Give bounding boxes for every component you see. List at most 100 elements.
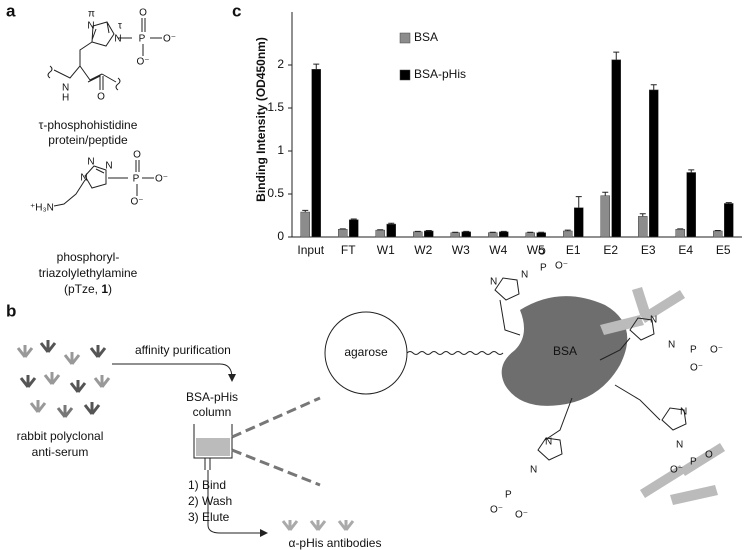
- bar: [536, 232, 546, 238]
- bar: [574, 207, 584, 238]
- bar: [386, 223, 396, 238]
- atom: O⁻: [163, 34, 176, 45]
- caption: τ-phosphohistidine: [39, 118, 138, 132]
- zoom-lines: [231, 396, 321, 487]
- bar: [338, 229, 348, 238]
- ptze-structure: N N N P O O⁻ O⁻ ⁺H₃N: [30, 150, 168, 214]
- bar: [686, 172, 696, 238]
- y-tick-label: 0: [277, 229, 284, 243]
- panel-label: b: [6, 301, 16, 320]
- arrowhead: [228, 374, 236, 382]
- atom: N: [490, 277, 497, 288]
- bar: [450, 232, 460, 238]
- atom: N: [105, 161, 112, 172]
- atom: N: [545, 437, 552, 448]
- atom: N: [87, 157, 94, 168]
- bar: [649, 89, 659, 238]
- atom: N: [530, 465, 537, 476]
- atom: ⁺H₃N: [30, 203, 54, 214]
- y-tick-label: 0.5: [267, 186, 284, 200]
- resin: [196, 438, 230, 456]
- arrowhead: [260, 529, 268, 537]
- linkers: [499, 299, 661, 441]
- error-bar: [302, 209, 309, 213]
- bar-chart: 0 0.5 1 1.5 2 Binding Intensity (OD450nm) Inpu…: [254, 12, 742, 257]
- atom: O: [705, 450, 713, 461]
- error-bar: [650, 84, 657, 90]
- legend-label: BSA-pHis: [414, 67, 466, 81]
- atom: P: [690, 345, 697, 356]
- rings: [494, 277, 687, 461]
- bar: [600, 195, 610, 238]
- error-bar: [564, 229, 571, 231]
- ring: [91, 21, 115, 47]
- atom: N: [87, 21, 94, 32]
- y-tick-label: 2: [277, 57, 284, 71]
- caption: (pTze, 1): [64, 282, 112, 296]
- atom: N: [114, 34, 121, 45]
- purified-antibodies: [281, 520, 355, 531]
- bar: [300, 211, 310, 238]
- linker: [406, 351, 504, 355]
- column: [193, 424, 233, 470]
- x-tick-label: W2: [414, 243, 432, 257]
- panel-label: c: [232, 1, 241, 20]
- bound-antibodies: [600, 287, 725, 505]
- bar: [525, 232, 535, 238]
- histidine-structure: π τ N N P O O⁻ O⁻ N H O: [47, 8, 176, 104]
- atom: P: [505, 490, 512, 501]
- bar: [563, 230, 573, 238]
- legend-swatch: [399, 32, 411, 44]
- x-tick-label: E5: [716, 243, 731, 257]
- step: 3) Elute: [188, 510, 230, 524]
- atom: O: [97, 92, 105, 103]
- chain: [53, 179, 86, 207]
- atom: P: [690, 457, 697, 468]
- label: BSA: [553, 344, 577, 358]
- atom: O: [139, 8, 147, 19]
- atom: N: [521, 270, 528, 281]
- error-bar: [388, 222, 395, 225]
- bar: [724, 203, 734, 238]
- atom: O⁻: [670, 465, 683, 476]
- bar: [638, 216, 648, 238]
- bar: [488, 232, 498, 238]
- atom: N: [680, 407, 687, 418]
- panel-label: a: [6, 1, 16, 20]
- caption-part: ): [108, 282, 112, 296]
- bar: [499, 231, 509, 238]
- atom: O⁻: [490, 505, 503, 516]
- label: agarose: [344, 345, 388, 359]
- y-tick-label: 1: [277, 143, 284, 157]
- bar: [713, 230, 723, 238]
- bar: [349, 219, 359, 238]
- y-axis-title: Binding Intensity (OD450nm): [254, 37, 268, 202]
- label: affinity purification: [135, 343, 231, 357]
- bar: [611, 59, 621, 238]
- x-tick-label: E2: [603, 243, 618, 257]
- atom: P: [540, 263, 547, 274]
- error-bar: [639, 213, 646, 217]
- label: α-pHis antibodies: [289, 536, 382, 550]
- caption-part: (pTze,: [64, 282, 101, 296]
- bar: [675, 229, 685, 238]
- error-bar: [575, 196, 582, 208]
- atom: O⁻: [130, 197, 143, 208]
- legend-label: BSA: [414, 30, 438, 44]
- atom: π: [88, 9, 95, 20]
- atom: τ: [118, 21, 122, 32]
- atom: N: [676, 440, 683, 451]
- x-tick-label: E3: [641, 243, 656, 257]
- y-tick-label: 1.5: [267, 100, 284, 114]
- x-tick-label: Input: [297, 243, 324, 257]
- backbone: [53, 41, 117, 90]
- error-bar: [725, 202, 732, 204]
- bar: [311, 69, 321, 238]
- atom: H: [62, 93, 69, 104]
- x-tick-label: W4: [489, 243, 507, 257]
- bsa-protein: [501, 296, 628, 406]
- x-tick-label: W5: [527, 243, 545, 257]
- step: 2) Wash: [188, 494, 232, 508]
- label: BSA-pHis: [186, 390, 238, 404]
- atom: O: [133, 150, 141, 161]
